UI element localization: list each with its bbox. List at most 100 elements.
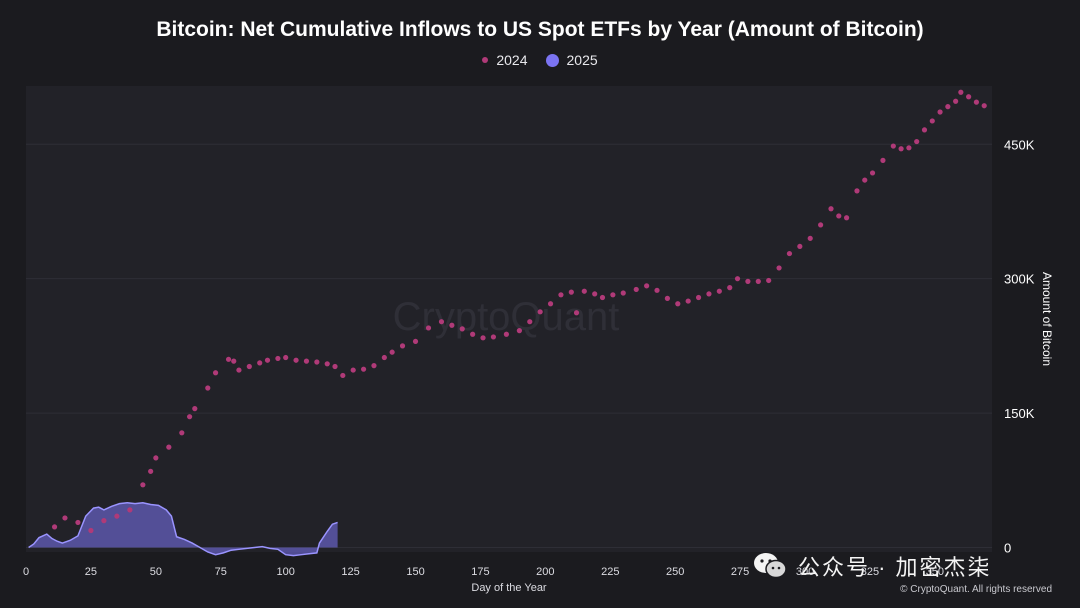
series-2024-point [140,482,146,488]
legend-label-2024: 2024 [496,52,528,68]
series-2024-point [836,213,842,219]
x-axis-title: Day of the Year [471,582,547,594]
series-2024-point [459,326,465,332]
y-tick-label: 150K [1004,406,1035,421]
series-2024-point [734,276,741,282]
series-2024-point [412,338,419,345]
series-2024-point [966,94,972,100]
series-2024-point [599,294,606,301]
series-2024-point [264,357,271,363]
series-2024-point [186,414,193,420]
y-tick-label: 450K [1004,137,1035,152]
series-2024-point [62,515,68,521]
series-2024-point [283,354,289,361]
series-2024-point [205,385,211,391]
series-2024-point [314,359,320,365]
series-2024-point [480,335,486,341]
series-2024-point [166,444,172,450]
y-axis-title: Amount of Bitcoin [1040,272,1054,366]
series-2024-point [854,188,860,194]
series-2024-point [981,103,987,109]
series-2024-point [148,468,154,474]
series-2024-point [755,278,761,284]
series-2024-point [340,372,346,379]
plot-area [26,86,992,552]
series-2024-point [568,289,574,295]
series-2024-point [192,406,198,412]
series-2024-point [675,301,681,307]
series-2024-point [225,356,232,362]
series-2024-point [153,455,159,461]
series-2025-area [28,502,338,556]
series-2024-point [470,331,476,337]
series-2024-point [807,235,813,241]
series-2024-point [695,294,702,301]
series-2025-line [28,501,338,557]
series-2024-point [843,215,850,221]
x-tick-label: 75 [215,566,227,578]
series-2024-point [745,278,751,284]
series-2024-point [399,343,406,349]
series-2024-point [880,157,886,163]
series-2024-point [389,349,395,355]
series-2024-point [973,99,980,105]
series-2024-point [906,145,912,151]
y-tick-label: 300K [1004,272,1035,287]
series-2024-point [828,206,834,212]
x-tick-label: 175 [471,566,489,578]
x-tick-label: 50 [150,566,162,578]
series-2024-point [101,518,107,524]
series-2024-point [332,363,338,370]
series-2024-point [716,288,722,294]
series-2024-point [766,277,772,284]
series-2024-point [438,319,445,325]
series-2024-point [127,507,133,513]
series-2024-point [958,89,964,95]
series-2024-point [654,287,660,293]
series-2024-point [51,524,58,530]
series-2024-point [236,367,242,373]
series-2024-point [929,118,935,124]
series-2024-point [350,367,356,373]
series-2024-point [937,109,943,115]
series-2024-point [527,319,533,325]
series-2024-point [449,322,455,328]
legend-label-2025: 2025 [566,52,598,68]
wechat-icon [754,553,787,579]
series-2024-point [324,361,330,367]
series-2024-point [114,513,120,519]
series-2024-point [633,286,639,293]
chart-title: Bitcoin: Net Cumulative Inflows to US Sp… [156,18,924,41]
series-2024-point [516,328,522,334]
series-2024-point [862,177,868,183]
x-tick-label: 0 [23,566,29,578]
x-tick-label: 200 [536,566,554,578]
series-2024-point [371,363,377,369]
legend-item-2024[interactable]: 2024 [482,52,528,68]
series-2024-point [921,127,928,133]
series-2024-point [898,146,904,152]
x-tick-label: 325 [861,566,879,578]
series-2024-point [592,291,598,297]
wechat-watermark: 公众号 · 加密杰柒 [752,550,992,582]
legend-item-2025[interactable]: 2025 [545,52,598,68]
series-2024-point [275,355,281,362]
series-2024-point [547,301,554,307]
series-2024-point [797,243,803,250]
series-2024-point [664,295,671,301]
series-2024-point [644,283,650,289]
series-2024-point [610,292,616,298]
y-tick-label: 0 [1004,541,1011,556]
series-2024-point [381,354,387,361]
series-2024-point [490,334,497,340]
series-2024-point [890,143,896,149]
wechat-label: 公众号 · 加密杰柒 [798,555,992,580]
series-2024-point [706,291,712,297]
x-tick-label: 250 [666,566,684,578]
series-2024-point [953,98,959,104]
series-2024-point [231,358,237,364]
series-2024-point [573,310,580,316]
series-2024-point [88,527,94,534]
series-2024-point [75,519,81,526]
legend-marker-2024 [482,57,489,63]
